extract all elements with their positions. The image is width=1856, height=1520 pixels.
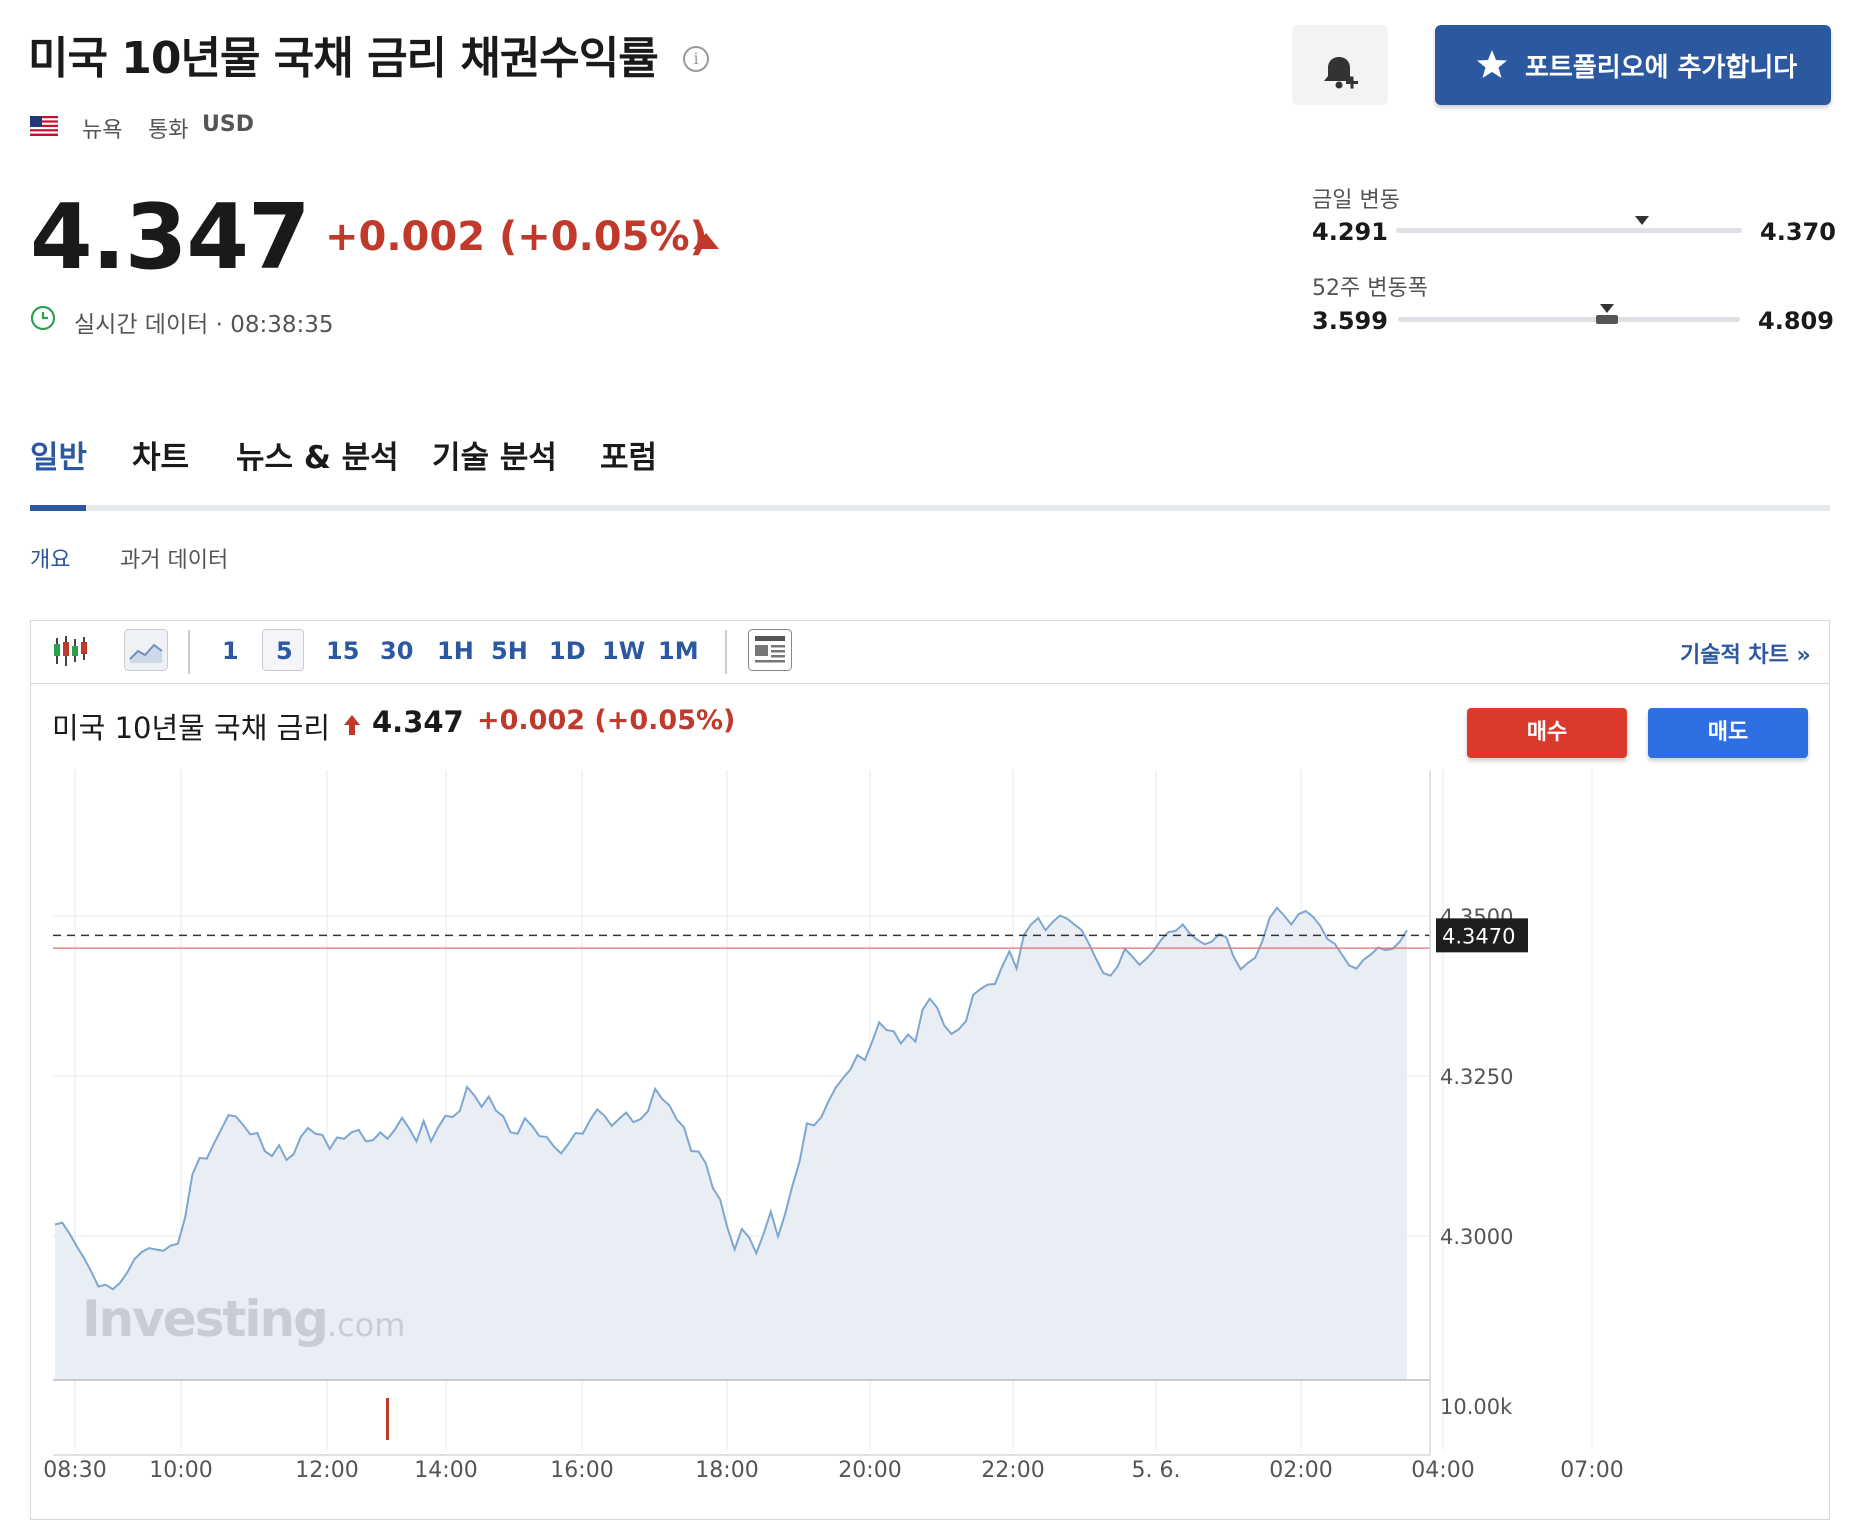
area-chart-icon[interactable] [124,629,168,671]
interval-1w[interactable]: 1W [602,637,646,665]
day-range-high: 4.370 [1760,218,1836,246]
subtab-overview[interactable]: 개요 [30,548,71,573]
x-tick-label: 04:00 [1411,1458,1474,1483]
day-range-low: 4.291 [1312,218,1388,246]
info-icon[interactable]: i [683,46,709,72]
current-price-tag [1436,918,1528,953]
x-tick-label: 14:00 [414,1458,477,1483]
price-chart[interactable]: 08:30 10:00 12:00 14:00 16:00 18:00 20:00 22:00… [40,770,1800,1490]
chart-change: +0.002 (+0.05%) [477,705,736,736]
day-range-bar [1396,228,1742,233]
currency-value: USD [202,112,254,137]
y-tick-label: 4.3000 [1440,1225,1513,1249]
week52-range-high: 4.809 [1758,307,1834,335]
x-tick-label: 5. 6. [1132,1458,1181,1483]
news-layout-icon[interactable] [748,629,792,671]
chart-toolbar [31,621,1829,684]
last-price: 4.347 [30,185,311,290]
price-line [54,906,1408,1291]
interval-30min[interactable]: 30 [380,637,414,665]
subtab-historical-data[interactable]: 과거 데이터 [120,548,229,573]
candlestick-icon[interactable] [52,634,88,668]
volume-bar [386,1398,389,1440]
toolbar-separator [725,630,727,674]
price-alert-button[interactable] [1292,25,1388,105]
watermark-brand: Investing [82,1290,329,1348]
technical-chart-link[interactable]: 기술적 차트 » [1680,643,1811,668]
tab-active-indicator [30,505,86,511]
price-area [55,907,1407,1380]
up-arrow-icon [344,715,360,735]
chart-instrument-title: 미국 10년물 국채 금리 [52,711,330,745]
week52-range-label: 52주 변동폭 [1312,276,1428,301]
up-arrow-icon [693,233,719,249]
clock-icon [30,305,56,331]
page-title: 미국 10년물 국채 금리 채권수익률 [28,33,659,84]
star-icon [1477,50,1507,78]
x-tick-label: 10:00 [149,1458,212,1483]
interval-5min[interactable]: 5 [276,637,293,665]
week52-range-low: 3.599 [1312,307,1388,335]
add-to-portfolio-label: 포트폴리오에 추가합니다 [1525,53,1798,83]
week52-range-fill [1595,315,1618,324]
volume-axis-label: 10.00k [1440,1395,1513,1419]
x-tick-label: 20:00 [838,1458,901,1483]
x-tick-label: 12:00 [295,1458,358,1483]
tab-news-analysis[interactable]: 뉴스 & 분석 [236,440,399,476]
tab-chart[interactable]: 차트 [132,440,190,476]
watermark-domain: .com [326,1306,406,1344]
tab-forum[interactable]: 포럼 [600,440,658,476]
investing-watermark: Investing.com [82,1290,405,1348]
sell-button[interactable]: 매도 [1648,708,1808,758]
interval-5h[interactable]: 5H [491,637,528,665]
x-tick-label: 16:00 [550,1458,613,1483]
interval-15min[interactable]: 15 [326,637,360,665]
interval-1h[interactable]: 1H [437,637,474,665]
buy-button[interactable]: 매수 [1467,708,1627,758]
exchange-name: 뉴욕 [82,118,123,143]
week52-range-marker [1599,304,1614,313]
day-range-marker [1634,216,1649,225]
day-range-label: 금일 변동 [1312,188,1400,213]
interval-1m[interactable]: 1M [658,637,699,665]
interval-1min[interactable]: 1 [222,637,239,665]
tab-technical-analysis[interactable]: 기술 분석 [432,440,557,476]
bell-plus-icon [1324,57,1358,89]
chart-price: 4.347 [372,705,464,739]
x-tick-label: 22:00 [981,1458,1044,1483]
x-tick-label: 18:00 [695,1458,758,1483]
us-flag-icon [30,116,58,136]
interval-selected-box [262,629,304,671]
add-to-portfolio-button[interactable]: 포트폴리오에 추가합니다 [1435,25,1831,105]
tab-general[interactable]: 일반 [30,440,88,476]
week52-range-bar [1398,317,1740,322]
price-change: +0.002 (+0.05%) [325,214,708,260]
y-tick-label: 4.3250 [1440,1065,1513,1089]
x-tick-label: 07:00 [1560,1458,1623,1483]
realtime-timestamp: 실시간 데이터 · 08:38:35 [74,312,334,338]
x-tick-label: 08:30 [43,1458,106,1483]
interval-1d[interactable]: 1D [549,637,586,665]
toolbar-separator [188,630,190,674]
x-tick-label: 02:00 [1269,1458,1332,1483]
current-price-label: 4.3470 [1442,924,1515,948]
currency-label: 통화 [148,118,189,143]
tab-divider [30,505,1830,511]
